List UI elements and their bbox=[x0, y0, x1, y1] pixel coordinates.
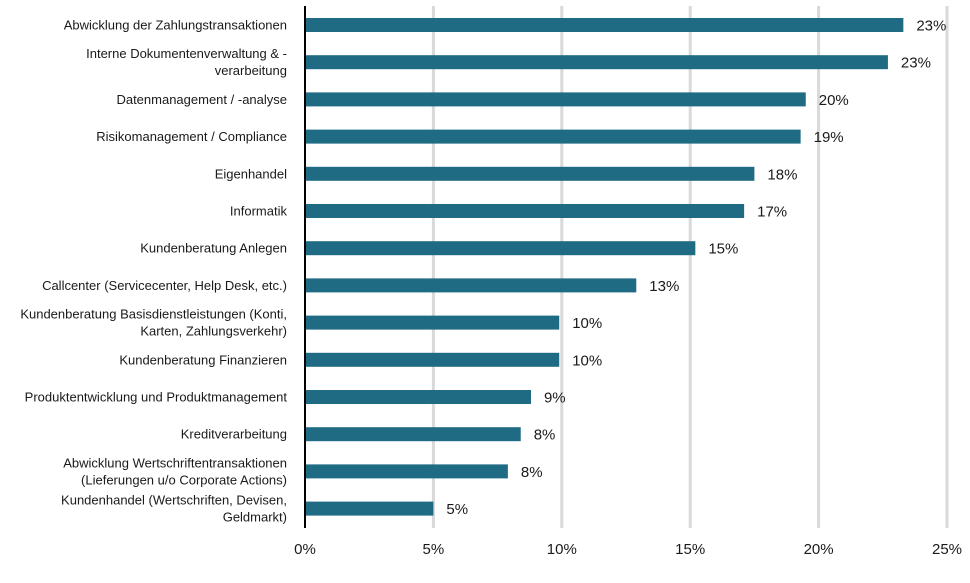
data-label-8: 10% bbox=[572, 315, 602, 332]
category-label-7: Callcenter (Servicecenter, Help Desk, et… bbox=[42, 278, 287, 293]
bar-12 bbox=[305, 464, 508, 479]
bar-7 bbox=[305, 278, 637, 293]
category-labels: Abwicklung der Zahlungstransaktionen Inte… bbox=[20, 18, 287, 525]
gridlines bbox=[431, 6, 949, 528]
category-label-line: Informatik bbox=[230, 204, 288, 219]
data-label-7: 13% bbox=[649, 278, 679, 295]
category-label-line: Kundenberatung Basisdienstleistungen (Ko… bbox=[20, 307, 287, 322]
category-label-line: Kundenhandel (Wertschriften, Devisen, bbox=[61, 493, 287, 508]
category-label-line: Geldmarkt) bbox=[223, 510, 287, 525]
category-label-4: Eigenhandel bbox=[215, 166, 287, 181]
bar-5 bbox=[305, 204, 745, 218]
data-label-3: 19% bbox=[814, 129, 844, 146]
category-label-line: Abwicklung der Zahlungstransaktionen bbox=[64, 18, 287, 33]
category-label-12: Abwicklung Wertschriftentransaktionen (Li… bbox=[63, 455, 287, 487]
category-label-5: Informatik bbox=[230, 204, 288, 219]
bar-3 bbox=[305, 129, 801, 144]
category-label-8: Kundenberatung Basisdienstleistungen (Ko… bbox=[20, 307, 287, 339]
x-tick-label-0: 0% bbox=[294, 541, 316, 558]
category-label-line: Eigenhandel bbox=[215, 166, 287, 181]
bar-4 bbox=[305, 166, 755, 181]
data-label-4: 18% bbox=[767, 166, 797, 183]
category-label-2: Datenmanagement / -analyse bbox=[116, 92, 287, 107]
x-tick-labels: 0% 5% 10% 15% 20% 25% bbox=[294, 541, 962, 558]
x-tick-label-5: 25% bbox=[932, 541, 962, 558]
data-label-1: 23% bbox=[901, 55, 931, 72]
category-label-line: Produktentwicklung und Produktmanagement bbox=[25, 390, 288, 405]
bars bbox=[305, 18, 904, 516]
x-tick-label-2: 10% bbox=[547, 541, 577, 558]
bar-10 bbox=[305, 390, 531, 404]
data-label-2: 20% bbox=[819, 92, 849, 109]
category-label-10: Produktentwicklung und Produktmanagement bbox=[25, 390, 288, 405]
category-label-line: Kundenberatung Finanzieren bbox=[119, 352, 287, 367]
category-label-1: Interne Dokumentenverwaltung & - verarbei… bbox=[86, 46, 287, 78]
category-label-line: Datenmanagement / -analyse bbox=[116, 92, 287, 107]
category-label-line: Karten, Zahlungsverkehr) bbox=[140, 324, 287, 339]
category-label-6: Kundenberatung Anlegen bbox=[140, 241, 287, 256]
x-tick-label-4: 20% bbox=[804, 541, 834, 558]
category-label-11: Kreditverarbeitung bbox=[181, 427, 287, 442]
x-tick-label-1: 5% bbox=[423, 541, 445, 558]
bar-1 bbox=[305, 55, 888, 70]
bar-9 bbox=[305, 352, 560, 367]
bar-0 bbox=[305, 18, 904, 32]
data-label-11: 8% bbox=[534, 427, 556, 444]
category-label-line: (Lieferungen u/o Corporate Actions) bbox=[81, 472, 287, 487]
category-label-line: Risikomanagement / Compliance bbox=[96, 129, 287, 144]
bar-6 bbox=[305, 241, 696, 256]
category-label-line: verarbeitung bbox=[215, 63, 287, 78]
bar-2 bbox=[305, 92, 806, 107]
data-label-0: 23% bbox=[916, 18, 946, 35]
category-label-3: Risikomanagement / Compliance bbox=[96, 129, 287, 144]
category-label-13: Kundenhandel (Wertschriften, Devisen, Gel… bbox=[61, 493, 287, 525]
bar-11 bbox=[305, 427, 521, 442]
data-label-10: 9% bbox=[544, 390, 566, 407]
data-label-5: 17% bbox=[757, 204, 787, 221]
category-label-line: Abwicklung Wertschriftentransaktionen bbox=[63, 455, 287, 470]
category-label-line: Kundenberatung Anlegen bbox=[140, 241, 287, 256]
data-labels: 23% 23% 20% 19% 18% 17% 15% 13% 10% 10% 9% 8% 8% 5% bbox=[446, 18, 946, 519]
category-label-0: Abwicklung der Zahlungstransaktionen bbox=[64, 18, 287, 33]
category-label-line: Callcenter (Servicecenter, Help Desk, et… bbox=[42, 278, 287, 293]
data-label-13: 5% bbox=[446, 501, 468, 518]
x-tick-label-3: 15% bbox=[675, 541, 705, 558]
bar-13 bbox=[305, 501, 434, 516]
data-label-12: 8% bbox=[521, 464, 543, 481]
category-label-line: Interne Dokumentenverwaltung & - bbox=[86, 46, 287, 61]
category-label-9: Kundenberatung Finanzieren bbox=[119, 352, 287, 367]
bar-8 bbox=[305, 315, 560, 330]
data-label-6: 15% bbox=[708, 241, 738, 258]
data-label-9: 10% bbox=[572, 352, 602, 369]
category-label-line: Kreditverarbeitung bbox=[181, 427, 287, 442]
